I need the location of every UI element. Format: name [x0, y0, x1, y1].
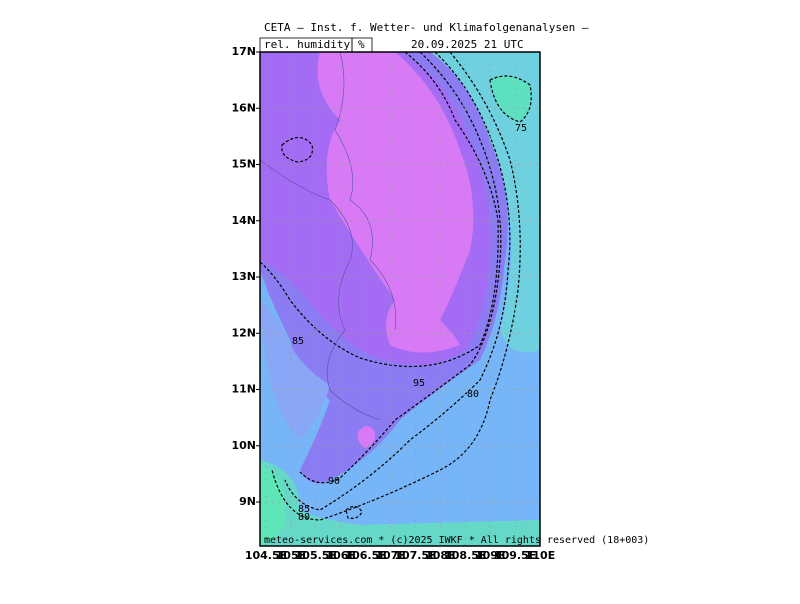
map-frame — [259, 51, 541, 547]
contour-label: 80 — [467, 389, 479, 400]
lat-label: 17N — [231, 45, 256, 58]
contour-95 — [260, 52, 499, 368]
lat-label: 10N — [231, 439, 256, 452]
lat-label: 13N — [231, 270, 256, 283]
title: CETA — Inst. f. Wetter- und Klimafolgena… — [264, 21, 589, 34]
lon-label: 109.5E — [494, 549, 536, 562]
lon-label: 105.5E — [295, 549, 337, 562]
contour-80 — [271, 52, 521, 521]
lon-label: 109E — [475, 549, 505, 562]
contour-90 — [299, 52, 502, 484]
lat-label: 15N — [231, 158, 256, 171]
contour-label: 80 — [298, 512, 310, 523]
contour-label: 85 — [298, 504, 310, 515]
variable: rel. humidity — [264, 38, 350, 51]
lat-label: 14N — [231, 214, 256, 227]
contour-label: 85 — [292, 336, 304, 347]
contour-85 — [284, 52, 511, 511]
lon-label: 108E — [425, 549, 455, 562]
field-teal-corner — [260, 465, 286, 546]
unit: % — [358, 38, 365, 51]
lat-label: 11N — [231, 383, 256, 396]
map-field — [260, 52, 540, 546]
field-magenta-spot — [357, 426, 376, 448]
lon-label: 107.5E — [394, 549, 436, 562]
valid-time: 20.09.2025 21 UTC — [411, 38, 524, 51]
lon-label: 110E — [525, 549, 555, 562]
footer: meteo-services.com * (c)2025 IWKF * All … — [264, 535, 649, 546]
lat-label: 9N — [239, 495, 256, 508]
lat-label: 12N — [231, 326, 256, 339]
lon-label: 106.5E — [344, 549, 386, 562]
contour-small — [281, 136, 314, 163]
lon-label: 108.5E — [444, 549, 486, 562]
field-teal — [490, 76, 532, 122]
field-blue-west — [260, 300, 330, 440]
contour-small-south — [345, 505, 363, 519]
borders — [260, 52, 396, 421]
lon-label: 106E — [325, 549, 355, 562]
lon-label: 105E — [276, 549, 306, 562]
lon-label: 107E — [375, 549, 405, 562]
lon-label: 104.5E — [245, 549, 287, 562]
contour-label: 75 — [515, 123, 527, 134]
field-teal-south — [260, 460, 540, 546]
contour-label: 90 — [328, 476, 340, 487]
contour-label: 95 — [413, 378, 425, 389]
lat-label: 16N — [231, 101, 256, 114]
